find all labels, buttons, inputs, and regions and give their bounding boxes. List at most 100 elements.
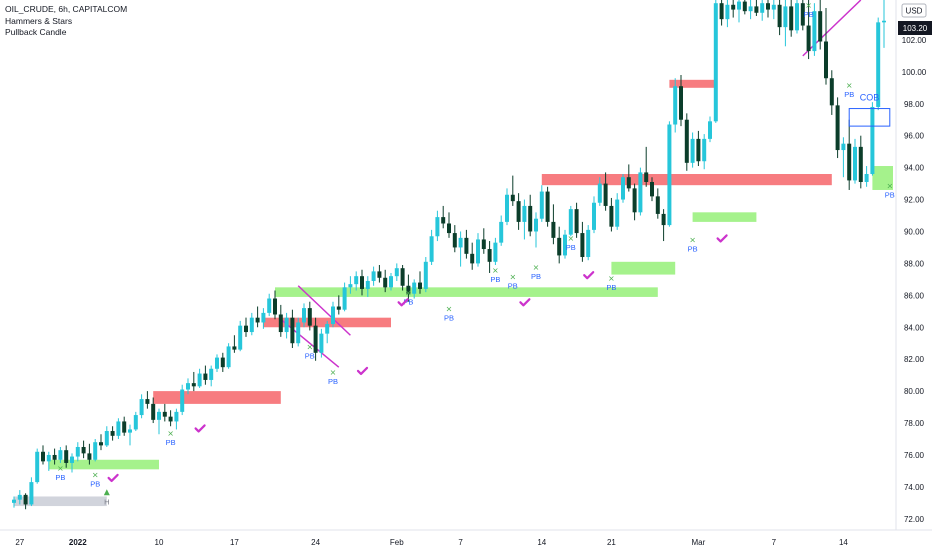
- candle-body: [551, 221, 556, 238]
- legend-symbol[interactable]: OIL_CRUDE, 6h, CAPITALCOM: [5, 4, 128, 14]
- candle-body: [284, 317, 289, 333]
- pullback-label: PB: [328, 377, 338, 386]
- candle-body: [771, 4, 776, 10]
- pullback-label: PB: [490, 275, 500, 284]
- candle-body: [858, 146, 863, 182]
- candle-body: [673, 86, 678, 125]
- last-price-tag-bg: [898, 21, 932, 35]
- chart-legend: OIL_CRUDE, 6h, CAPITALCOM Hammers & Star…: [5, 4, 127, 39]
- pullback-x-icon: ×: [330, 368, 337, 377]
- candle-body: [708, 121, 712, 139]
- candle-body: [748, 6, 753, 12]
- candle-body: [104, 431, 109, 446]
- time-axis[interactable]: 27 2022 10 17 24 Feb 7 14 21 Mar 7 14: [0, 529, 932, 547]
- candle-body: [70, 456, 74, 463]
- candle-body: [278, 314, 283, 333]
- legend-indicator-pullback-candle[interactable]: Pullback Candle: [5, 27, 67, 37]
- pullback-label: PB: [804, 10, 814, 19]
- candle-body: [377, 271, 382, 278]
- candle-body: [423, 261, 428, 289]
- candle-body: [394, 268, 399, 277]
- candle-body: [650, 181, 654, 197]
- candle-body: [319, 333, 324, 353]
- candle-body: [290, 317, 295, 344]
- candle-body: [882, 20, 886, 23]
- candle-body: [528, 205, 533, 232]
- time-tick-label: Feb: [390, 538, 404, 547]
- pullback-x-icon: ×: [57, 464, 64, 473]
- candle-body: [238, 325, 243, 350]
- candle-body: [348, 284, 353, 288]
- candle-body: [12, 499, 16, 503]
- supply-zone: [541, 174, 832, 186]
- candle-body: [835, 105, 840, 151]
- last-price-tag: 103.20: [898, 21, 932, 35]
- candle-body: [557, 237, 562, 256]
- candle-body: [151, 403, 156, 420]
- price-axis[interactable]: 72.00 74.00 76.00 78.00 80.00 82.00 84.00 86.00…: [895, 0, 927, 530]
- pullback-label: PB: [305, 352, 315, 361]
- candle-body: [632, 188, 637, 213]
- pullback-x-icon: ×: [405, 288, 412, 297]
- currency-badge[interactable]: USD: [901, 3, 927, 18]
- time-tick-label: 24: [311, 538, 320, 547]
- price-tick-label: 100.00: [902, 68, 927, 77]
- candle-body: [261, 312, 266, 323]
- time-tick-label: 2022: [69, 538, 87, 547]
- checkmark-icon: [716, 234, 728, 243]
- candle-body: [325, 324, 330, 334]
- candle-body: [568, 209, 573, 235]
- price-tick-label: 84.00: [904, 323, 925, 332]
- candle-body: [406, 285, 411, 294]
- candle-body: [162, 411, 167, 417]
- pullback-label: PB: [885, 190, 895, 199]
- candle-body: [452, 233, 457, 248]
- candle-body: [783, 6, 788, 28]
- candle-body: [360, 276, 364, 289]
- candle-body: [742, 1, 747, 12]
- legend-indicator-hammers-stars[interactable]: Hammers & Stars: [5, 15, 73, 26]
- candles-layer[interactable]: [12, 0, 886, 510]
- candle-body: [93, 442, 98, 460]
- checkmark-icon: [397, 298, 409, 307]
- candle-body: [75, 446, 80, 457]
- candle-body: [470, 253, 475, 264]
- candle-body: [516, 201, 521, 222]
- candle-body: [725, 4, 730, 20]
- demand-zone: [692, 212, 757, 222]
- checkmark-icon: [194, 424, 206, 433]
- candle-body: [203, 373, 208, 380]
- candle-body: [545, 191, 550, 222]
- pullback-x-icon: ×: [805, 1, 812, 10]
- candle-body: [760, 3, 765, 13]
- candle-body: [626, 177, 631, 189]
- candle-body: [737, 1, 741, 10]
- candle-body: [122, 421, 127, 433]
- candle-body: [876, 22, 881, 107]
- candle-body: [41, 451, 45, 462]
- candle-body: [592, 202, 596, 230]
- candle-body: [812, 11, 817, 52]
- candle-body: [789, 6, 794, 31]
- candle-body: [644, 172, 649, 182]
- pullback-label: PB: [55, 473, 65, 482]
- candle-body: [458, 237, 463, 248]
- candle-body: [313, 325, 318, 353]
- pullback-label: PB: [844, 90, 854, 99]
- currency-badge-label: USD: [906, 7, 923, 16]
- price-tick-label: 72.00: [904, 515, 925, 524]
- pullback-label: PB: [531, 272, 541, 281]
- candle-body: [534, 218, 538, 232]
- candle-body: [615, 199, 620, 227]
- currency-badge-frame: [901, 3, 927, 18]
- candle-body: [655, 196, 660, 214]
- candle-body: [586, 229, 591, 258]
- candle-body: [418, 282, 422, 289]
- supply-zone: [153, 391, 281, 404]
- price-tick-label: 74.00: [904, 483, 925, 492]
- candle-body: [870, 106, 875, 175]
- candle-body: [847, 143, 852, 181]
- candle-body: [499, 221, 504, 243]
- time-tick-label: 14: [537, 538, 546, 547]
